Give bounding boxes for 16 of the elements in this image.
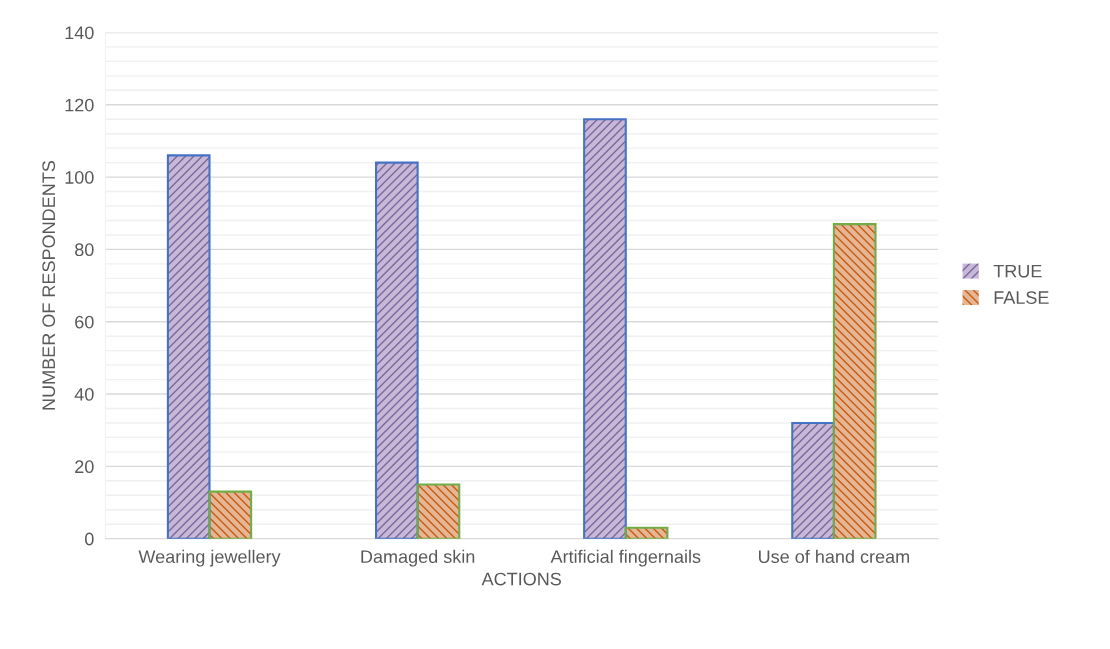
y-tick-label: 60 — [75, 315, 94, 329]
legend-label: FALSE — [994, 291, 1049, 304]
y-tick-label: 80 — [75, 243, 94, 257]
y-tick-label: 100 — [65, 171, 94, 184]
x-tick-label: Wearing jewellery — [138, 549, 281, 567]
x-tick-label: Use of hand cream — [759, 549, 909, 564]
y-tick-label: 0 — [85, 532, 94, 546]
y-tick-label: 140 — [65, 26, 94, 40]
x-axis-title: ACTIONS — [481, 572, 561, 586]
legend-label: TRUE — [993, 264, 1042, 278]
y-axis-title: NUMBER OF RESPONDENTS — [42, 160, 56, 410]
x-tick-label: Damaged skin — [361, 549, 475, 567]
y-tick-label: 120 — [65, 98, 94, 112]
y-tick-label: 40 — [74, 387, 94, 401]
x-tick-label: Artificial fingernails — [550, 549, 701, 567]
y-tick-label: 20 — [75, 460, 94, 474]
